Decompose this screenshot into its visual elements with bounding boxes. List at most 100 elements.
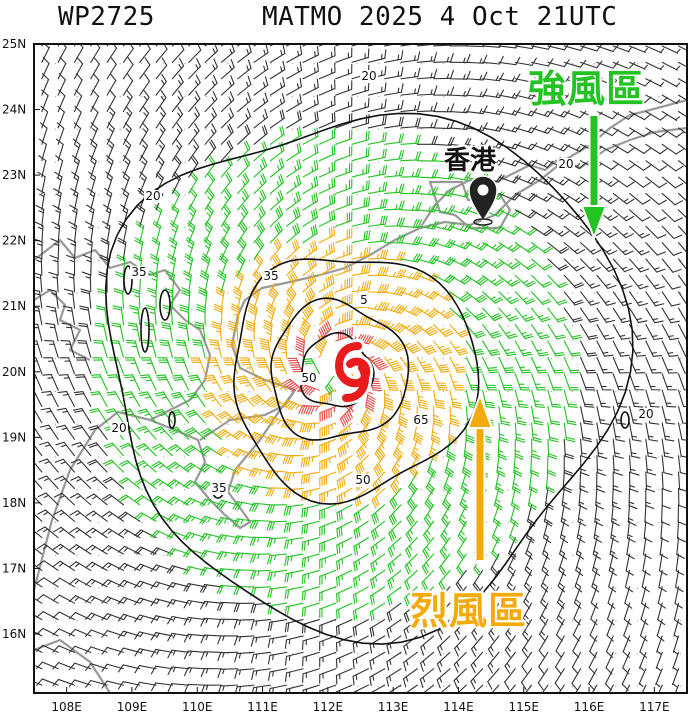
wind-barb xyxy=(85,578,108,588)
wind-barb xyxy=(335,47,353,63)
wind-barb xyxy=(498,90,521,99)
contour-label: 35 xyxy=(211,481,226,495)
wind-barb xyxy=(514,209,538,219)
wind-barb xyxy=(196,304,206,326)
wind-barb xyxy=(546,455,557,477)
wind-barb xyxy=(237,237,247,260)
wind-barb xyxy=(188,139,200,162)
wind-barb xyxy=(281,437,304,447)
wind-barb xyxy=(384,200,405,211)
wind-barb xyxy=(119,460,141,473)
grid-dot xyxy=(227,226,229,229)
wind-barb xyxy=(45,322,59,342)
grid-dot xyxy=(507,390,509,393)
wind-barb xyxy=(421,553,435,575)
wind-barb xyxy=(269,157,285,178)
wind-barb xyxy=(365,389,376,412)
wind-barb xyxy=(286,270,298,293)
grid-dot xyxy=(615,358,617,360)
wind-barb xyxy=(166,513,190,522)
wind-barb xyxy=(498,340,517,357)
grid-dot xyxy=(572,292,574,294)
wind-barb xyxy=(284,569,304,583)
wind-barb xyxy=(167,632,190,642)
wind-barb xyxy=(319,668,337,684)
hong-kong-label: 香港 xyxy=(444,146,497,176)
grid-dot xyxy=(335,226,337,229)
wind-barb xyxy=(302,287,316,309)
wind-barb xyxy=(61,322,76,342)
wind-barb xyxy=(188,122,200,145)
wind-barb xyxy=(64,271,76,293)
wind-barb xyxy=(250,635,271,647)
wind-barb xyxy=(68,628,92,637)
wind-barb xyxy=(514,307,535,322)
wind-barb xyxy=(183,444,206,457)
wind-barb xyxy=(531,291,552,305)
wind-barb xyxy=(433,405,443,427)
wind-barb xyxy=(249,394,271,408)
wind-barb xyxy=(352,668,369,686)
wind-barb xyxy=(68,645,92,654)
wind-barb xyxy=(269,125,285,145)
lon-tick-label: 111E xyxy=(247,700,278,714)
wind-barb xyxy=(135,443,157,457)
wind-barb xyxy=(400,202,422,212)
grid-dot xyxy=(291,128,294,130)
wind-barb xyxy=(39,424,59,440)
grid-dot xyxy=(184,423,186,425)
wind-barb xyxy=(400,389,412,410)
wind-barb xyxy=(103,442,125,457)
wind-barb xyxy=(299,422,320,433)
wind-barb xyxy=(423,520,435,543)
grid-dot xyxy=(313,95,315,98)
grid-dot xyxy=(335,390,337,393)
wind-barb xyxy=(134,494,157,506)
wind-barb xyxy=(301,537,320,552)
wind-barb xyxy=(547,422,559,443)
grid-dot xyxy=(162,226,164,229)
wind-barb xyxy=(72,155,80,178)
wind-barb xyxy=(171,44,185,63)
wind-barb xyxy=(514,142,538,151)
wind-barb xyxy=(369,668,386,687)
grid-dot xyxy=(76,325,78,327)
grid-dot xyxy=(399,95,401,98)
grid-dot xyxy=(679,587,682,589)
grid-dot xyxy=(291,325,294,327)
wind-barb xyxy=(416,356,435,373)
grid-dot xyxy=(313,390,315,393)
wind-barb xyxy=(319,520,337,537)
wind-barb xyxy=(367,266,389,276)
wind-barb xyxy=(336,569,353,587)
wind-barb xyxy=(215,516,239,526)
grid-dot xyxy=(54,653,57,655)
grid-dot xyxy=(227,128,229,130)
wind-barb xyxy=(134,631,157,640)
wind-barb xyxy=(514,340,533,357)
wind-barb xyxy=(56,122,65,145)
wind-barb xyxy=(36,594,59,604)
wind-barb xyxy=(547,242,570,254)
wind-barb xyxy=(444,455,455,478)
wind-barb xyxy=(150,530,173,539)
wind-barb xyxy=(43,357,59,375)
grid-dot xyxy=(378,554,380,556)
grid-dot xyxy=(54,620,57,622)
wind-barb xyxy=(531,109,554,118)
grid-dot xyxy=(335,489,337,491)
grid-dot xyxy=(162,128,164,130)
wind-barb xyxy=(370,569,386,589)
wind-barb xyxy=(171,74,184,96)
wind-barb xyxy=(284,602,304,616)
wind-barb xyxy=(471,619,484,641)
grid-dot xyxy=(615,653,617,655)
wind-barb xyxy=(188,58,202,80)
wind-barb xyxy=(282,455,304,465)
wind-barb xyxy=(167,666,190,676)
wind-barb xyxy=(93,339,108,358)
grid-dot xyxy=(550,259,552,261)
grid-dot xyxy=(227,292,229,294)
grid-dot xyxy=(141,390,143,393)
wind-barb xyxy=(157,357,173,375)
